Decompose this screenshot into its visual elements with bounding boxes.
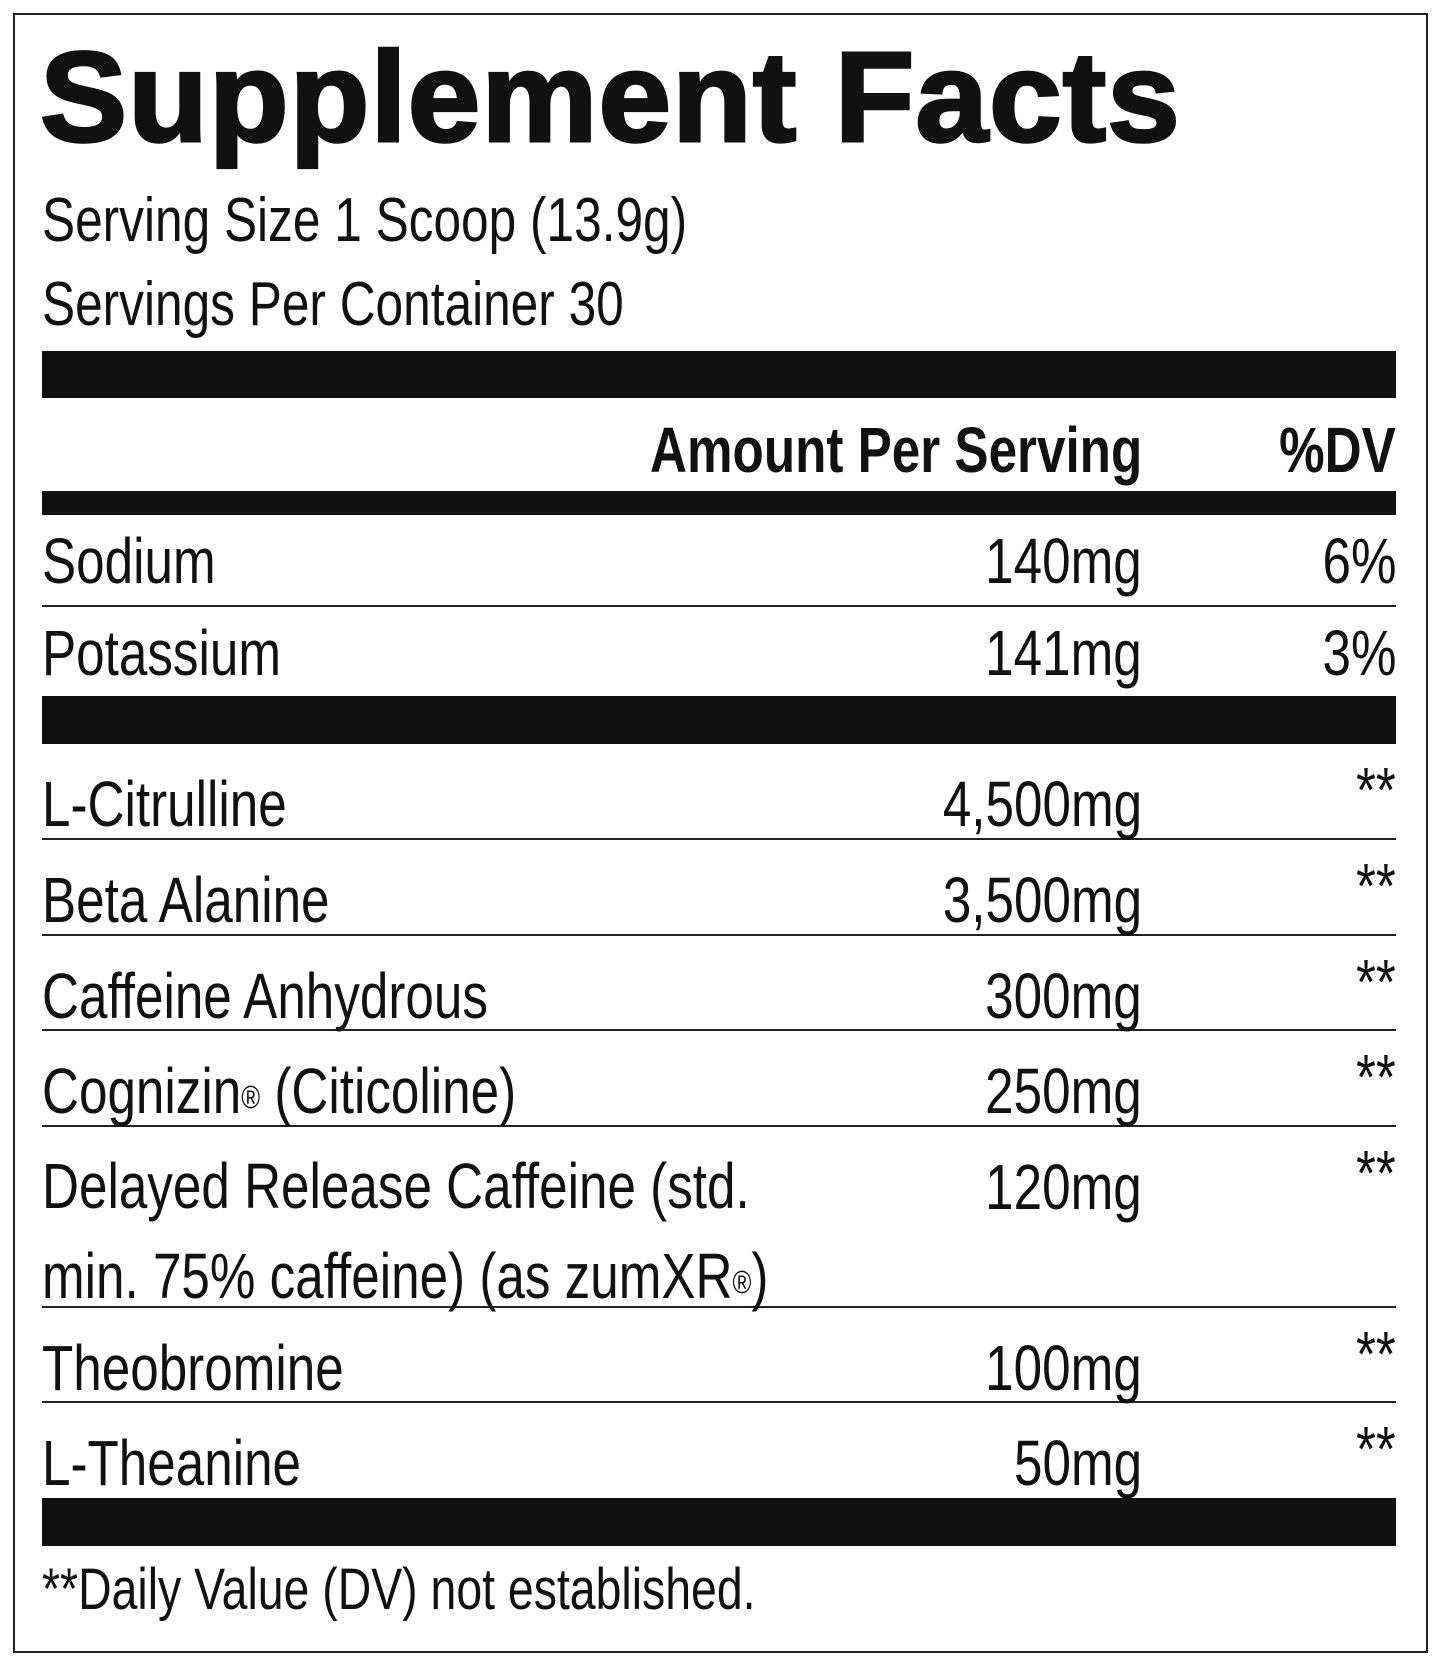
ingredient-name: Beta Alanine: [42, 864, 330, 936]
supplement-facts-panel: [13, 13, 1428, 1653]
ingredient-amount: 100mg: [985, 1332, 1142, 1404]
ingredient-name: Delayed Release Caffeine (std. min. 75% c…: [42, 1150, 769, 1312]
ingredient-name: L-Theanine: [42, 1427, 302, 1499]
table-row: Theobromine 100mg **: [42, 1308, 1396, 1404]
column-header: Amount Per Serving %DV: [42, 410, 1396, 490]
servings-per-container-text: Servings Per Container 30: [42, 270, 624, 339]
divider-medium: [42, 491, 1396, 515]
serving-size-text: Serving Size 1 Scoop (13.9g): [42, 186, 688, 255]
footnote-text: **Daily Value (DV) not established.: [42, 1557, 756, 1622]
nutrient-amount: 141mg: [985, 617, 1142, 689]
ingredient-dv: **: [1356, 754, 1396, 826]
table-row: Beta Alanine 3,500mg **: [42, 840, 1396, 936]
ingredient-amount: 4,500mg: [942, 768, 1142, 840]
registered-mark: ®: [732, 1264, 752, 1300]
table-row: Sodium 140mg 6%: [42, 515, 1396, 607]
ingredient-dv: **: [1356, 1137, 1396, 1209]
table-row: Potassium 141mg 3%: [42, 607, 1396, 696]
nutrient-dv: 6%: [1322, 525, 1396, 597]
page-title: Supplement Facts: [38, 26, 1181, 169]
divider-thick: [42, 1498, 1396, 1546]
table-row: L-Citrulline 4,500mg **: [42, 744, 1396, 840]
ingredient-amount: 50mg: [1013, 1427, 1142, 1499]
ingredient-name: Caffeine Anhydrous: [42, 960, 488, 1032]
divider-thick: [42, 351, 1396, 398]
footnote: **Daily Value (DV) not established.: [42, 1560, 1396, 1620]
ingredient-dv: **: [1356, 850, 1396, 922]
divider-thick: [42, 696, 1396, 744]
ingredient-dv: **: [1356, 1413, 1396, 1485]
ingredient-amount: 3,500mg: [942, 864, 1142, 936]
table-row: Caffeine Anhydrous 300mg **: [42, 936, 1396, 1032]
serving-size: Serving Size 1 Scoop (13.9g): [42, 190, 1396, 252]
table-row: Delayed Release Caffeine (std. min. 75% c…: [42, 1127, 1396, 1312]
servings-per-container: Servings Per Container 30: [42, 274, 1396, 336]
ingredient-amount: 120mg: [985, 1151, 1142, 1223]
amount-header: Amount Per Serving: [649, 414, 1142, 486]
nutrient-amount: 140mg: [985, 525, 1142, 597]
ingredient-name: L-Citrulline: [42, 768, 287, 840]
nutrient-dv: 3%: [1322, 617, 1396, 689]
registered-mark: ®: [241, 1079, 261, 1115]
ingredient-amount: 300mg: [985, 960, 1142, 1032]
ingredient-amount: 250mg: [985, 1055, 1142, 1127]
ingredient-name: Cognizin® (Citicoline): [42, 1055, 517, 1127]
table-row: Cognizin® (Citicoline) 250mg **: [42, 1031, 1396, 1127]
table-row: L-Theanine 50mg **: [42, 1403, 1396, 1499]
dv-header: %DV: [1279, 414, 1396, 486]
ingredient-dv: **: [1356, 946, 1396, 1018]
ingredient-dv: **: [1356, 1318, 1396, 1390]
nutrient-name: Sodium: [42, 525, 216, 597]
ingredient-dv: **: [1356, 1041, 1396, 1113]
ingredient-name: Theobromine: [42, 1332, 344, 1404]
nutrient-name: Potassium: [42, 617, 282, 689]
